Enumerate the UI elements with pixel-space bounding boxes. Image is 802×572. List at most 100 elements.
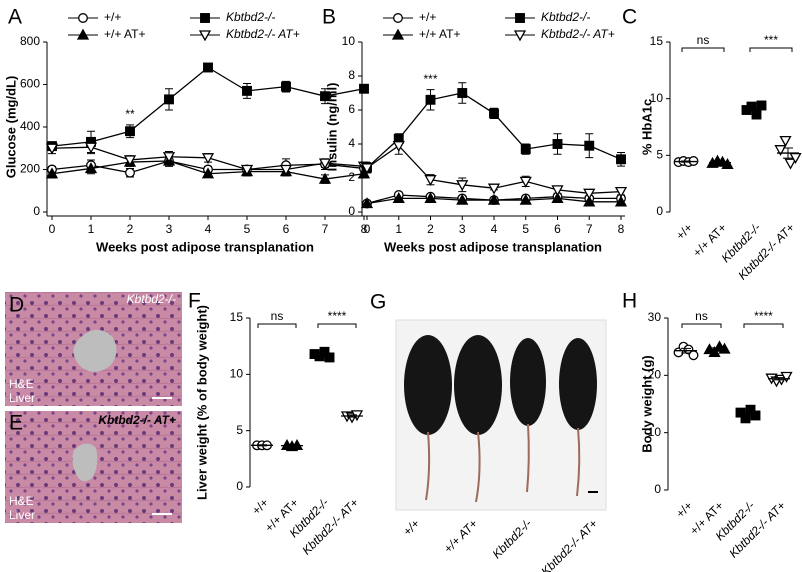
marker <box>198 30 212 42</box>
marker <box>123 155 137 167</box>
y-tick-label: 600 <box>20 77 40 91</box>
marker <box>203 62 213 73</box>
marker <box>200 13 210 23</box>
x-tick-label: 2 <box>427 222 434 236</box>
image-label: H&E <box>9 494 34 508</box>
y-tick-label: 2 <box>348 170 355 184</box>
bracket <box>317 323 357 328</box>
marker <box>721 158 734 170</box>
x-tick-label: 8 <box>618 222 625 236</box>
error-bar <box>287 444 297 447</box>
marker <box>360 163 374 175</box>
marker <box>424 175 437 187</box>
y-tick-label: 20 <box>648 368 662 382</box>
marker <box>751 109 762 120</box>
significance: **** <box>754 309 773 323</box>
legend-label: Kbtbd2-/- <box>541 10 590 24</box>
x-tick-label: 6 <box>283 222 290 236</box>
marker <box>391 28 405 40</box>
marker <box>162 152 176 164</box>
vessel <box>72 443 98 482</box>
x-axis-label: Weeks post adipose transplanation <box>96 239 314 254</box>
legend-label: +/+ AT+ <box>104 27 145 41</box>
marker <box>520 144 531 155</box>
marker <box>318 158 332 170</box>
error-bar <box>712 347 722 352</box>
x-axis-label: Weeks post adipose transplanation <box>384 239 602 254</box>
marker <box>489 108 499 119</box>
panel-letter: F <box>188 290 201 313</box>
panel-letter: B <box>322 6 336 29</box>
image-label: Kbtbd2-/- AT+ <box>98 413 176 427</box>
significance: **** <box>328 309 347 323</box>
marker <box>551 192 564 204</box>
marker <box>360 197 374 209</box>
x-tick-label: 5 <box>522 222 529 236</box>
y-tick-label: 6 <box>348 102 355 116</box>
marker <box>45 143 59 155</box>
image-label: Liver <box>9 391 35 405</box>
marker <box>324 352 335 363</box>
y-axis-label: Liver weight (% of body weight) <box>194 305 209 500</box>
bracket <box>743 323 784 328</box>
group-label: Kbtbd2-/- <box>490 516 535 561</box>
category-label: +/+ <box>249 495 271 517</box>
y-tick-label: 0 <box>656 204 663 218</box>
significance: *** <box>764 33 778 47</box>
y-tick-label: 10 <box>230 367 244 381</box>
category-label: +/+ <box>673 220 695 242</box>
marker <box>456 193 469 205</box>
marker <box>425 94 436 105</box>
marker <box>318 172 332 184</box>
marker <box>125 167 135 178</box>
marker <box>457 88 468 98</box>
histology-d: D Kbtbd2-/- H&E Liver <box>5 292 182 406</box>
marker <box>319 346 330 357</box>
y-tick-label: 10 <box>648 425 662 439</box>
error-bar <box>783 147 793 159</box>
category-label: +/+ <box>673 498 695 520</box>
series-line <box>51 66 365 147</box>
annotation: ** <box>125 107 135 121</box>
marker <box>487 193 501 205</box>
marker <box>201 153 215 165</box>
y-tick-label: 5 <box>656 148 663 162</box>
marker <box>718 342 731 354</box>
marker <box>393 13 403 23</box>
mice-photo: G +/+ +/+ AT+ Kbtbd2-/- Kbtbd2-/- AT+ <box>370 291 607 572</box>
x-tick-label: 4 <box>491 222 498 236</box>
error-bar <box>681 160 691 163</box>
y-tick-label: 10 <box>650 91 664 105</box>
y-tick-label: 15 <box>230 310 244 324</box>
significance: ns <box>695 309 708 323</box>
x-tick-label: 1 <box>395 222 402 236</box>
legend-label: Kbtbd2-/- AT+ <box>541 27 615 41</box>
legend-label: Kbtbd2-/- <box>226 10 275 24</box>
marker <box>76 28 90 40</box>
bracket <box>681 47 725 52</box>
error-bar <box>774 377 784 381</box>
marker <box>519 176 532 188</box>
marker <box>320 91 330 102</box>
panel-letter: C <box>622 6 637 29</box>
marker <box>515 13 525 23</box>
significance: ns <box>697 33 710 47</box>
x-tick-label: 6 <box>554 222 561 236</box>
marker <box>688 350 699 361</box>
x-tick-label: 0 <box>49 222 56 236</box>
histology-e: E Kbtbd2-/- AT+ H&E Liver <box>5 411 182 523</box>
x-tick-label: 7 <box>322 222 329 236</box>
panel-letter: E <box>9 412 23 435</box>
image-label: Liver <box>9 508 35 522</box>
y-tick-label: 0 <box>236 479 243 493</box>
image-label: Kbtbd2-/- <box>127 292 176 306</box>
legend-label: +/+ <box>419 10 436 24</box>
y-tick-label: 200 <box>20 162 40 176</box>
panel-letter: G <box>370 291 386 314</box>
marker <box>614 195 628 207</box>
marker <box>750 410 761 421</box>
annotation: *** <box>423 72 437 86</box>
marker <box>125 126 135 137</box>
legend-label: Kbtbd2-/- AT+ <box>226 27 300 41</box>
